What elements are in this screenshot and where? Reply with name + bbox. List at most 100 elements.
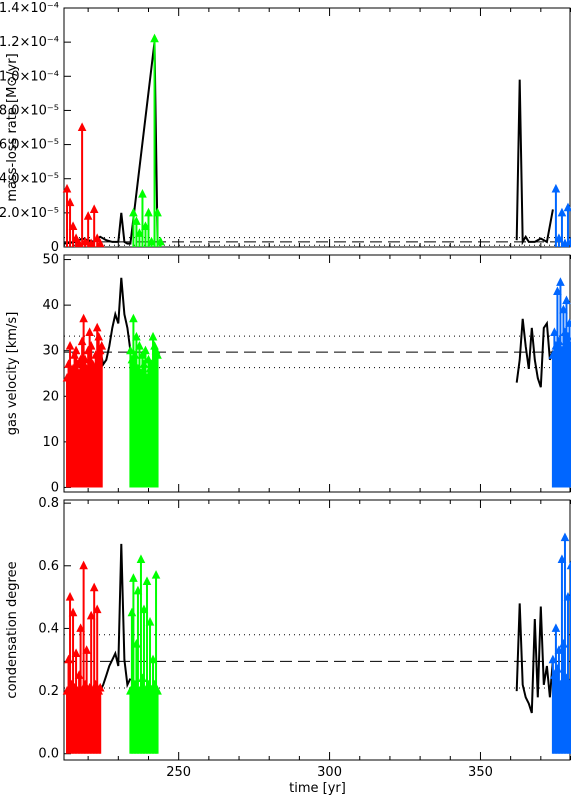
data-point xyxy=(86,610,96,620)
y-tick-label: 0.8 xyxy=(38,496,59,511)
model-curve xyxy=(99,543,132,692)
data-point xyxy=(150,33,159,43)
data-point xyxy=(95,238,105,248)
y-tick-label: 0 xyxy=(51,240,59,255)
x-axis-title: time [yr] xyxy=(289,781,346,796)
y-axis-title: mass-loss rate [M⊙/yr] xyxy=(5,53,20,201)
y-tick-label: 2.0×10⁻⁵ xyxy=(0,206,59,221)
x-tick-label: 350 xyxy=(468,765,493,780)
x-tick-label: 250 xyxy=(166,765,191,780)
model-curve xyxy=(63,41,159,245)
y-axis-title: condensation degree xyxy=(5,561,20,698)
data-point xyxy=(141,221,150,231)
y-tick-label: 10 xyxy=(42,435,59,450)
data-point xyxy=(559,304,568,314)
data-point xyxy=(92,604,102,614)
data-point xyxy=(554,645,564,654)
data-point xyxy=(79,313,88,323)
data-point xyxy=(566,236,571,246)
y-tick-label: 30 xyxy=(42,344,59,359)
data-point xyxy=(548,654,558,664)
data-point xyxy=(77,122,87,131)
data-point xyxy=(148,654,158,664)
y-tick-label: 0.2 xyxy=(38,684,59,699)
data-point xyxy=(92,233,102,242)
plot-frame xyxy=(63,7,571,248)
data-point xyxy=(86,238,96,248)
data-point xyxy=(566,560,571,570)
y-tick-label: 8.0×10⁻⁵ xyxy=(0,103,59,118)
data-point xyxy=(153,350,162,359)
data-point xyxy=(82,645,91,654)
data-point xyxy=(147,236,156,246)
data-point xyxy=(138,350,147,359)
series xyxy=(548,277,571,488)
data-point xyxy=(71,233,81,242)
data-point xyxy=(554,233,564,242)
data-point xyxy=(83,211,93,220)
data-point xyxy=(129,207,138,217)
data-point xyxy=(151,570,161,579)
data-point xyxy=(144,207,153,217)
series xyxy=(129,33,165,247)
series xyxy=(62,313,107,488)
y-tick-label: 0.4 xyxy=(38,621,59,636)
model-curve xyxy=(515,603,554,714)
data-point xyxy=(550,327,559,336)
y-tick-label: 1.2×10⁻⁴ xyxy=(0,35,59,50)
data-point xyxy=(563,202,571,212)
data-point xyxy=(563,591,571,601)
data-point xyxy=(133,585,143,595)
panel-middle: 0 10 20 30 40 50 gas velocity [km/s] xyxy=(5,253,571,495)
data-point xyxy=(80,236,90,246)
panel-bottom: 0.0 0.2 0.4 0.6 0.8 250 300 350 condensation deg… xyxy=(5,496,571,796)
data-point xyxy=(551,623,561,632)
data-point xyxy=(94,331,104,341)
data-point xyxy=(68,607,78,617)
model-curve xyxy=(99,277,132,367)
series xyxy=(126,313,162,488)
series xyxy=(62,122,105,248)
data-point xyxy=(556,277,565,286)
data-point xyxy=(65,197,75,207)
y-tick-label: 50 xyxy=(42,253,59,268)
data-point xyxy=(68,221,78,231)
y-tick-label: 0.0 xyxy=(38,747,59,762)
data-point xyxy=(565,679,571,689)
y-axis-title: gas velocity [km/s] xyxy=(5,312,20,436)
data-point xyxy=(92,322,102,332)
data-point xyxy=(74,238,84,248)
data-point xyxy=(129,313,138,323)
data-point xyxy=(132,331,141,341)
data-point xyxy=(144,354,153,364)
y-tick-label: 20 xyxy=(42,389,59,404)
data-point xyxy=(560,532,570,542)
data-point xyxy=(71,648,81,657)
data-point xyxy=(71,345,81,355)
y-tick-label: 1.4×10⁻⁴ xyxy=(0,1,59,16)
data-point xyxy=(76,623,85,632)
data-point xyxy=(62,183,72,193)
data-point xyxy=(560,238,570,248)
data-point xyxy=(86,341,96,350)
data-point xyxy=(80,354,90,364)
data-point xyxy=(135,228,144,237)
data-point xyxy=(142,576,152,585)
data-point xyxy=(85,327,94,336)
data-point xyxy=(65,591,75,601)
series xyxy=(551,183,571,248)
series xyxy=(62,560,105,754)
series xyxy=(126,554,162,754)
data-point xyxy=(156,236,165,246)
data-point xyxy=(557,554,567,564)
data-point xyxy=(79,560,88,570)
y-tick-label: 4.0×10⁻⁵ xyxy=(0,172,59,187)
data-point xyxy=(557,207,567,217)
data-point xyxy=(141,345,150,355)
data-point xyxy=(562,295,571,305)
data-point xyxy=(566,341,571,350)
y-tick-label: 0.6 xyxy=(38,559,59,574)
data-point xyxy=(89,582,99,592)
y-tick-label: 6.0×10⁻⁵ xyxy=(0,138,59,153)
